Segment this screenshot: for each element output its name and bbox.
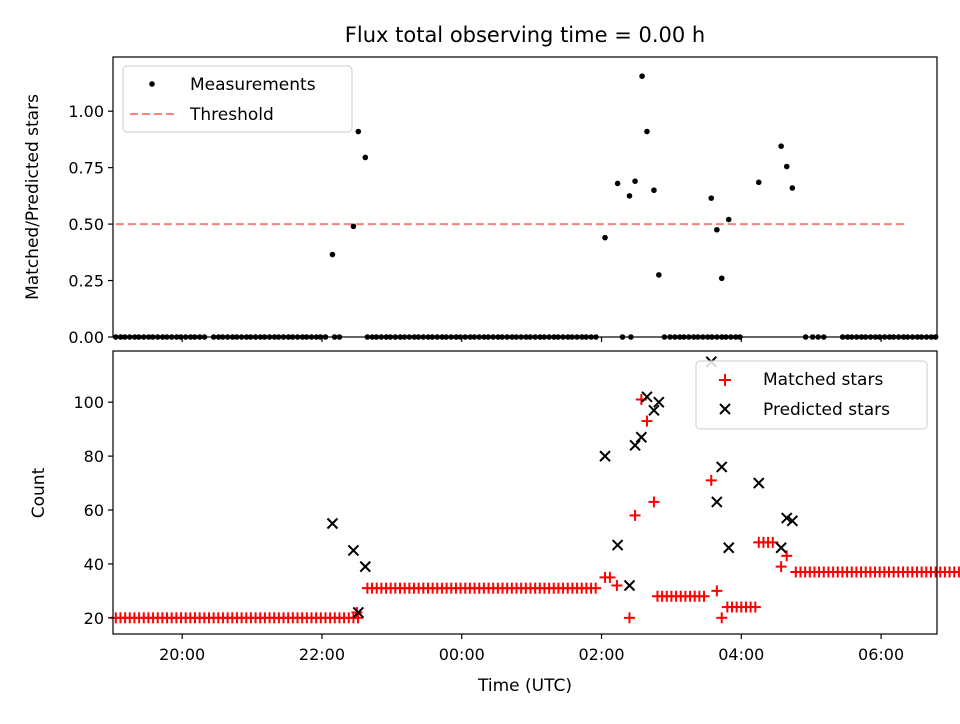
measurement-point (789, 185, 796, 191)
legend-matched-label: Matched stars (763, 370, 883, 390)
matched-point (698, 590, 710, 602)
top-panel: 0.00 0.25 0.50 0.75 1.00 Matched/Predicted s… (23, 56, 939, 347)
legend-predicted-marker (719, 403, 731, 415)
y-tick-label: 40 (84, 555, 104, 574)
measurement-point (639, 73, 645, 79)
x-tick-label: 20:00 (159, 645, 205, 664)
x-axis-label: Time (UTC) (477, 676, 572, 696)
predicted-point (347, 544, 360, 557)
legend-threshold-label: Threshold (189, 105, 274, 125)
top-y-ticks: 0.00 0.25 0.50 0.75 1.00 (68, 102, 113, 347)
measurement-point (783, 163, 790, 170)
matched-point (611, 579, 623, 591)
predicted-point (653, 396, 665, 408)
measurement-point (355, 128, 362, 135)
predicted-points-layer (326, 356, 799, 619)
matched-point (716, 612, 728, 624)
predicted-point (359, 560, 372, 573)
predicted-point (599, 450, 611, 462)
chart-title: Flux total observing time = 0.00 h (345, 23, 705, 47)
bottom-y-axis-label: Count (29, 467, 49, 518)
bottom-axes-frame (112, 350, 938, 635)
measurement-point (350, 223, 357, 230)
bottom-y-ticks: 20 40 60 80 100 (73, 393, 113, 628)
y-tick-label: 1.00 (68, 102, 104, 121)
predicted-point (623, 579, 636, 592)
measurement-point (602, 234, 608, 241)
x-tick-label: 04:00 (718, 645, 764, 664)
bottom-x-ticks: 20:00 22:00 00:00 02:00 04:00 06:00 (159, 634, 904, 664)
top-legend-box (122, 65, 353, 133)
predicted-point (648, 404, 660, 417)
predicted-point (775, 542, 787, 554)
top-x-ticks (181, 337, 882, 342)
predicted-point (786, 515, 799, 527)
measurement-point (651, 187, 657, 194)
predicted-point (753, 477, 765, 489)
measurement-point (656, 272, 662, 278)
y-tick-label: 100 (73, 393, 104, 412)
matched-points-layer (110, 394, 960, 624)
top-axes-frame (112, 56, 938, 338)
predicted-point (635, 431, 648, 443)
matched-point (629, 509, 641, 521)
matched-point (352, 612, 364, 624)
predicted-point (641, 391, 653, 403)
x-tick-label: 22:00 (299, 645, 345, 664)
predicted-point (711, 496, 723, 508)
legend-measurement-marker (149, 81, 155, 87)
predicted-point (716, 461, 728, 473)
measurement-point (714, 226, 720, 233)
matched-point (623, 612, 635, 624)
bottom-panel: 20 40 60 80 100 20:00 22:00 00:00 02:00 04:00 06:… (29, 350, 960, 696)
matched-point (705, 474, 717, 486)
measurement-point (362, 154, 369, 161)
measurement-point (725, 216, 732, 223)
predicted-point (352, 606, 365, 619)
matched-point (711, 585, 723, 597)
measurement-point (644, 128, 650, 135)
y-tick-label: 0.75 (68, 159, 104, 178)
matched-point (641, 415, 653, 427)
predicted-point (723, 542, 735, 554)
matched-point (775, 561, 787, 573)
y-tick-label: 80 (84, 447, 104, 466)
measurement-point (626, 193, 633, 199)
predicted-point (629, 439, 641, 452)
measurement-point (329, 251, 336, 258)
matched-point (749, 601, 761, 613)
y-tick-label: 0.25 (68, 272, 104, 291)
matched-point (590, 582, 602, 594)
x-tick-label: 06:00 (858, 645, 904, 664)
x-tick-label: 02:00 (578, 645, 624, 664)
bottom-legend-box (695, 360, 928, 430)
top-legend: Measurements Threshold (122, 65, 353, 133)
legend-measurements-label: Measurements (190, 75, 316, 95)
measurement-point (778, 143, 784, 149)
y-tick-label: 0.50 (68, 215, 104, 234)
predicted-point (326, 517, 339, 530)
bottom-legend: Matched stars Predicted stars (695, 360, 928, 430)
measurement-point (708, 195, 715, 201)
matched-point (781, 550, 793, 562)
matched-point (648, 496, 660, 508)
predicted-point (611, 539, 624, 551)
predicted-point (781, 512, 793, 524)
y-tick-label: 60 (84, 501, 104, 520)
x-tick-label: 00:00 (439, 645, 485, 664)
matched-point (604, 571, 616, 583)
measurement-point (755, 179, 762, 186)
measurement-point (718, 275, 725, 282)
legend-predicted-label: Predicted stars (763, 400, 890, 420)
y-tick-label: 0.00 (68, 328, 104, 347)
y-tick-label: 20 (84, 609, 104, 628)
measurement-point (632, 178, 638, 184)
matched-point (767, 536, 779, 548)
measurement-point (614, 180, 621, 187)
top-y-axis-label: Matched/Predicted stars (23, 94, 43, 300)
legend-matched-marker (719, 374, 731, 386)
